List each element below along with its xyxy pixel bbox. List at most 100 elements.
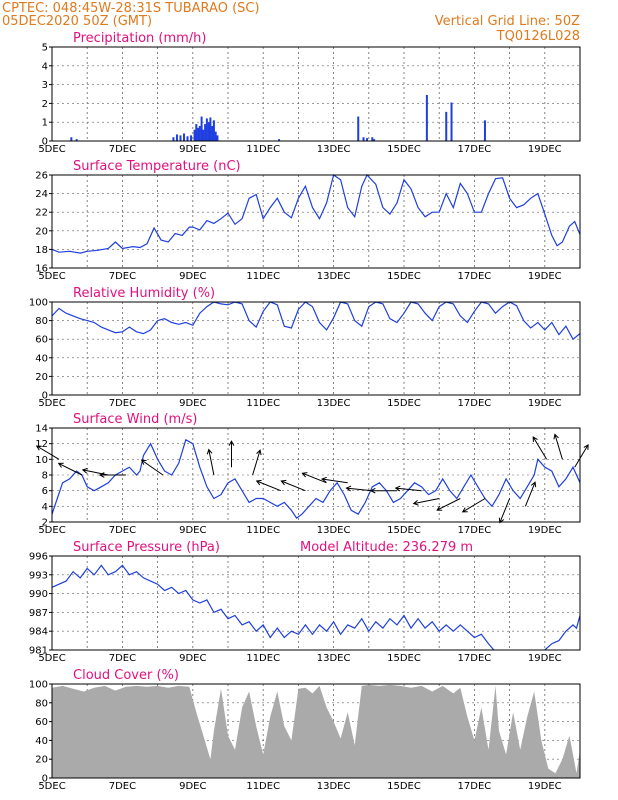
wind-ytick: 4 [42, 502, 48, 513]
pres-ytick: 984 [29, 627, 48, 638]
wind-vector [345, 485, 373, 492]
pres-ytick: 993 [29, 570, 48, 581]
panel-temp: Surface Temperature (nC) 16 18 20 22 24 26 5DEC… [35, 159, 581, 282]
temp-xtick: 13DEC [317, 271, 351, 282]
wind-ytick: 10 [35, 455, 48, 466]
pres-xtick: 5DEC [38, 653, 65, 664]
precip-bar [172, 137, 175, 141]
wind-vector [255, 479, 281, 492]
header-location: CPTEC: 048:45W-28:31S TUBARAO (SC) [2, 1, 260, 16]
wind-vector [35, 445, 60, 460]
cloud-xtick: 9DEC [179, 781, 206, 792]
precip-bar [175, 134, 178, 141]
precip-xtick: 5DEC [38, 144, 65, 155]
wind-vector [436, 498, 461, 511]
temp-ytick: 24 [35, 189, 48, 200]
wind-series-1 [51, 438, 581, 519]
rh-ytick: 40 [35, 353, 48, 364]
wind-vector [574, 444, 589, 468]
wind-vector [57, 462, 83, 476]
cloud-ytick: 60 [35, 717, 48, 728]
precip-bar [200, 116, 203, 141]
cloud-ytick: 100 [29, 680, 48, 691]
panel-pres: Surface Pressure (hPa) Model Altitude: 23… [29, 540, 581, 664]
temp-ytick: 26 [35, 171, 48, 182]
precip-bar [371, 137, 374, 141]
precip-bar [198, 125, 201, 141]
precip-bar [278, 139, 281, 141]
rh-ytick: 100 [29, 298, 48, 309]
panel-cloud: Cloud Cover (%) 0 20 40 60 80 100 5DEC 7DEC 9DEC 1… [29, 668, 581, 792]
wind-xtick: 15DEC [387, 525, 421, 536]
wind-xtick: 9DEC [179, 525, 206, 536]
precip-title: Precipitation (mm/h) [73, 31, 206, 46]
precip-xtick: 19DEC [528, 144, 562, 155]
precip-bar [214, 131, 217, 141]
precip-bar [186, 136, 189, 141]
precip-bar [445, 111, 448, 141]
precip-bar [357, 116, 360, 141]
precip-bar [216, 135, 219, 141]
temp-series-1 [51, 173, 581, 254]
precip-bar [202, 129, 205, 141]
temp-ytick: 22 [35, 208, 48, 219]
precip-xtick: 7DEC [109, 144, 136, 155]
wind-vector [228, 440, 235, 468]
cloud-ytick: 0 [42, 774, 48, 785]
rh-frame [51, 301, 581, 396]
temp-xtick: 7DEC [109, 271, 136, 282]
rh-xtick: 5DEC [38, 398, 65, 409]
precip-bar [205, 118, 208, 141]
temp-xtick: 5DEC [38, 271, 65, 282]
panel-precip: Precipitation (mm/h) 0 1 2 3 4 5 5DEC 7DEC 9DEC 11… [38, 31, 581, 155]
precip-bar [193, 129, 196, 141]
wind-ytick: 12 [35, 439, 48, 450]
precip-bar [70, 137, 73, 141]
wind-vector [252, 449, 262, 476]
pres-xtick: 17DEC [458, 653, 492, 664]
precip-bar [195, 124, 198, 141]
temp-xtick: 19DEC [528, 271, 562, 282]
wind-vector [81, 467, 109, 476]
precip-ytick: 4 [42, 61, 48, 72]
precip-frame [51, 46, 581, 142]
temp-frame [51, 174, 581, 269]
wind-ytick: 6 [42, 486, 48, 497]
precip-bar [190, 135, 193, 141]
precip-bar [211, 125, 214, 141]
wind-ytick: 8 [42, 471, 48, 482]
pres-ytick: 981 [29, 646, 48, 657]
rh-xtick: 17DEC [458, 398, 492, 409]
header-datetime: 05DEC2020 50Z (GMT) [2, 14, 152, 29]
cloud-xtick: 13DEC [317, 781, 351, 792]
cloud-frame [51, 683, 581, 779]
wind-xtick: 13DEC [317, 525, 351, 536]
wind-vector [461, 498, 486, 513]
precip-xtick: 15DEC [387, 144, 421, 155]
wind-vector [140, 459, 164, 476]
pres-xtick: 9DEC [179, 653, 206, 664]
panel-wind: Surface Wind (m/s) 2 4 6 8 10 12 14 5DEC 7DEC 9DEC… [35, 412, 589, 536]
rh-ytick: 80 [35, 316, 48, 327]
wind-vector [320, 476, 348, 484]
wind-xtick: 7DEC [109, 525, 136, 536]
wind-vector [412, 498, 440, 506]
temp-xtick: 9DEC [179, 271, 206, 282]
pres-xtick: 19DEC [528, 653, 562, 664]
wind-vector [301, 472, 327, 484]
wind-vector [498, 498, 511, 524]
precip-bar [197, 127, 200, 141]
header-code: TQ0126L028 [496, 29, 580, 44]
temp-xtick: 11DEC [246, 271, 280, 282]
precip-bar [212, 120, 215, 141]
pres-xtick: 13DEC [317, 653, 351, 664]
precip-ytick: 1 [42, 118, 48, 129]
rh-title: Relative Humidity (%) [73, 286, 215, 301]
pres-ytick: 990 [29, 589, 48, 600]
wind-xtick: 19DEC [528, 525, 562, 536]
wind-ytick: 2 [42, 518, 48, 529]
precip-ytick: 3 [42, 80, 48, 91]
cloud-xtick: 7DEC [109, 781, 136, 792]
precip-ytick: 5 [42, 43, 48, 54]
